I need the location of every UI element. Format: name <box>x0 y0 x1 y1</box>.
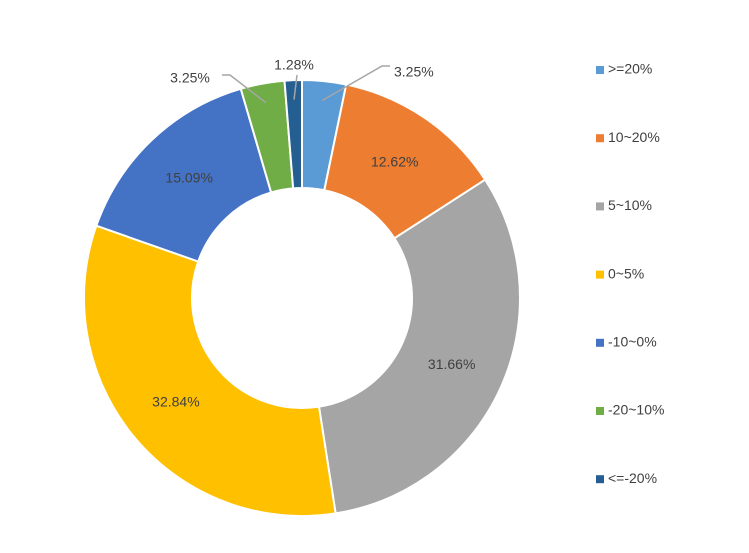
data-label-gte-20pct: 3.25% <box>394 64 434 80</box>
data-labels-layer: 3.25% 12.62% 31.66% 32.84% 15.09% 3.25% 1.28% <box>152 57 475 410</box>
legend-swatch-lte-20pct <box>596 475 604 484</box>
slices-layer <box>83 78 521 517</box>
legend-swatch-10-to-0pct <box>596 338 604 347</box>
legend-swatch-20-to-10pct <box>596 407 604 415</box>
leader-line-lte-20pct <box>293 74 298 100</box>
legend-label-lte-20pct: <=-20% <box>608 470 657 486</box>
data-label-lte-20pct: 1.28% <box>274 57 314 73</box>
legend-swatch-10-to-20pct <box>596 134 604 143</box>
legend-item-20-to-10pct: -20~10% <box>596 402 664 418</box>
legend-label-0-to-5pct: 0~5% <box>608 265 644 281</box>
legend-item-10-to-0pct: -10~0% <box>596 334 657 350</box>
donut-slice-0-to-5pct <box>83 224 337 517</box>
legend-label-10-to-0pct: -10~0% <box>608 334 657 350</box>
legend-swatch-0-to-5pct <box>596 270 604 279</box>
legend-swatch-gte-20pct <box>596 66 604 74</box>
legend-item-10-to-20pct: 10~20% <box>596 129 660 145</box>
legend-label-gte-20pct: >=20% <box>608 61 652 77</box>
legend-item-0-to-5pct: 0~5% <box>596 265 644 281</box>
donut-slice-lte-20pct <box>283 78 303 190</box>
legend-item-gte-20pct: >=20% <box>596 61 652 77</box>
legend-swatch-5-to-10pct <box>596 202 604 211</box>
legend: >=20% 10~20% 5~10% 0~5% -10~0% -20~10% <=-20% <box>596 61 664 486</box>
data-label-5-to-10pct: 31.66% <box>428 356 475 372</box>
leader-line-gte-20pct <box>321 65 390 102</box>
legend-item-lte-20pct: <=-20% <box>596 470 657 486</box>
donut-slice-5-to-10pct <box>317 178 521 515</box>
donut-slice-10-to-0pct <box>95 87 273 263</box>
data-label-10-to-0pct: 15.09% <box>165 170 212 186</box>
legend-item-5-to-10pct: 5~10% <box>596 197 652 213</box>
donut-slice-10-to-20pct <box>323 83 487 240</box>
legend-label-20-to-10pct: -20~10% <box>608 402 664 418</box>
leader-line-20-to-10pct <box>222 74 267 104</box>
data-label-10-to-20pct: 12.62% <box>371 153 418 169</box>
data-label-20-to-10pct: 3.25% <box>170 70 210 86</box>
data-label-0-to-5pct: 32.84% <box>152 394 199 410</box>
legend-label-5-to-10pct: 5~10% <box>608 197 652 213</box>
legend-label-10-to-20pct: 10~20% <box>608 129 660 145</box>
leader-lines-layer <box>222 65 390 104</box>
